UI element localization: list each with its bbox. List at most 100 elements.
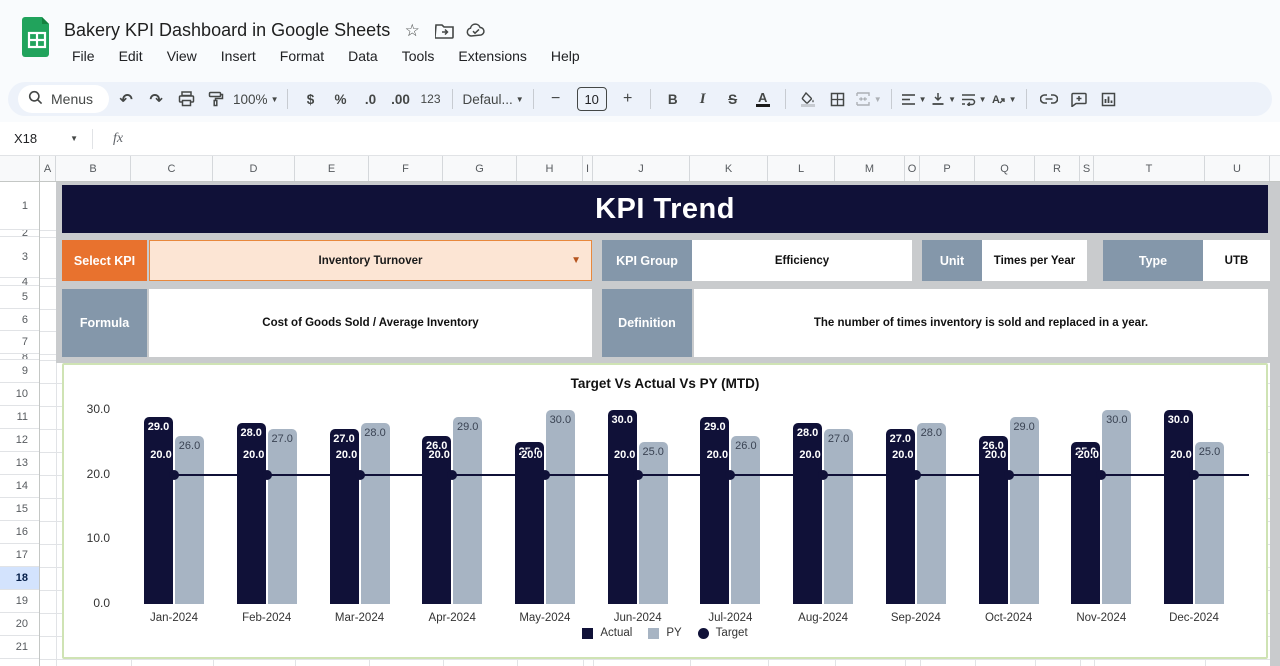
menu-edit[interactable]: Edit	[118, 48, 143, 64]
row-header-3[interactable]: 3	[0, 237, 39, 278]
column-header-B[interactable]: B	[56, 156, 131, 181]
column-header-G[interactable]: G	[443, 156, 517, 181]
row-header-10[interactable]: 10	[0, 383, 39, 406]
row-header-6[interactable]: 6	[0, 309, 39, 331]
kpi-trend-chart[interactable]: Target Vs Actual Vs PY (MTD) Actual PY Tar…	[62, 363, 1268, 659]
fill-color-button[interactable]	[795, 86, 821, 112]
insert-chart-button[interactable]	[1096, 86, 1122, 112]
menu-view[interactable]: View	[166, 48, 197, 64]
column-header-E[interactable]: E	[295, 156, 369, 181]
more-formats-button[interactable]: 123	[420, 92, 441, 106]
row-header-7[interactable]: 7	[0, 331, 39, 354]
row-header-1[interactable]: 1	[0, 182, 39, 230]
borders-button[interactable]	[825, 86, 851, 112]
row-header-15[interactable]: 15	[0, 498, 39, 521]
grid[interactable]: KPI Trend Select KPI Inventory Turnover …	[40, 182, 1280, 666]
column-header-I[interactable]: I	[583, 156, 593, 181]
menu-tools[interactable]: Tools	[401, 48, 435, 64]
text-wrap-button[interactable]: ▼	[961, 86, 987, 112]
vertical-align-button[interactable]: ▼	[931, 86, 957, 112]
column-header-S[interactable]: S	[1080, 156, 1094, 181]
formula-input[interactable]	[123, 122, 1280, 155]
row-header-8[interactable]: 8	[0, 354, 39, 360]
row-header-21[interactable]: 21	[0, 636, 39, 659]
row-header-16[interactable]: 16	[0, 521, 39, 544]
menu-file[interactable]: File	[72, 48, 95, 64]
print-button[interactable]	[173, 86, 199, 112]
column-header-Q[interactable]: Q	[975, 156, 1035, 181]
row-header-9[interactable]: 9	[0, 360, 39, 383]
row-header-20[interactable]: 20	[0, 613, 39, 636]
type-label: Type	[1103, 240, 1203, 281]
column-header-C[interactable]: C	[131, 156, 213, 181]
bar-actual	[1164, 410, 1193, 604]
paint-format-button[interactable]	[203, 86, 229, 112]
increase-decimal-button[interactable]: .00	[391, 91, 410, 107]
row-header-17[interactable]: 17	[0, 544, 39, 567]
row-header-13[interactable]: 13	[0, 452, 39, 475]
undo-button[interactable]: ↶	[119, 89, 133, 109]
column-header-M[interactable]: M	[835, 156, 905, 181]
font-size-input[interactable]: 10	[576, 87, 607, 111]
decrease-decimal-button[interactable]: .0	[364, 91, 377, 107]
menu-extensions[interactable]: Extensions	[458, 48, 527, 64]
move-folder-icon[interactable]	[434, 21, 454, 41]
chart-title: Target Vs Actual Vs PY (MTD)	[570, 376, 760, 391]
format-percent-button[interactable]: %	[334, 91, 347, 107]
column-header-U[interactable]: U	[1205, 156, 1270, 181]
font-select[interactable]: Defaul... ▼	[462, 91, 524, 107]
kpi-dropdown-caret-icon: ▼	[571, 255, 581, 266]
horizontal-align-button[interactable]: ▼	[901, 93, 927, 105]
kpi-dropdown[interactable]: Inventory Turnover ▼	[149, 240, 592, 281]
increase-font-size-button[interactable]: +	[623, 90, 633, 107]
column-header-D[interactable]: D	[213, 156, 295, 181]
zoom-select[interactable]: 100% ▼	[233, 91, 279, 107]
search-menus-button[interactable]: Menus	[18, 85, 110, 113]
column-header-K[interactable]: K	[690, 156, 768, 181]
column-header-P[interactable]: P	[920, 156, 975, 181]
text-color-button[interactable]: A	[750, 86, 776, 112]
column-header-O[interactable]: O	[905, 156, 920, 181]
bar-label-py: 25.0	[1198, 446, 1221, 459]
row-header-2[interactable]: 2	[0, 230, 39, 237]
insert-comment-button[interactable]	[1066, 86, 1092, 112]
star-icon[interactable]: ☆	[404, 20, 420, 41]
menu-help[interactable]: Help	[550, 48, 580, 64]
menu-insert[interactable]: Insert	[220, 48, 256, 64]
column-header-T[interactable]: T	[1094, 156, 1205, 181]
column-header-A[interactable]: A	[40, 156, 56, 181]
row-header-18[interactable]: 18	[0, 567, 39, 590]
row-header-5[interactable]: 5	[0, 286, 39, 309]
italic-button[interactable]: I	[699, 90, 706, 107]
column-header-L[interactable]: L	[768, 156, 835, 181]
column-header-J[interactable]: J	[593, 156, 690, 181]
doc-title[interactable]: Bakery KPI Dashboard in Google Sheets	[64, 20, 391, 40]
insert-link-button[interactable]	[1036, 86, 1062, 112]
strikethrough-button[interactable]: S	[728, 91, 738, 107]
row-header-14[interactable]: 14	[0, 475, 39, 498]
cloud-status-icon[interactable]	[466, 21, 486, 41]
target-marker	[447, 469, 458, 480]
redo-button[interactable]: ↷	[149, 89, 163, 109]
row-header-19[interactable]: 19	[0, 590, 39, 613]
target-marker	[539, 469, 550, 480]
text-rotation-button[interactable]: A ▼	[991, 94, 1017, 106]
column-header-F[interactable]: F	[369, 156, 443, 181]
row-header-4[interactable]: 4	[0, 278, 39, 286]
sheets-logo[interactable]	[22, 17, 52, 57]
bar-py	[360, 422, 390, 604]
name-box[interactable]: X18 ▼	[14, 131, 78, 146]
select-all-corner[interactable]	[0, 156, 40, 182]
format-currency-button[interactable]: $	[306, 91, 315, 107]
menu-format[interactable]: Format	[279, 48, 325, 64]
merge-cells-button[interactable]: ▼	[855, 86, 882, 112]
row-header-11[interactable]: 11	[0, 406, 39, 429]
definition-value: The number of times inventory is sold an…	[694, 289, 1268, 357]
row-header-12[interactable]: 12	[0, 429, 39, 452]
column-header-H[interactable]: H	[517, 156, 583, 181]
bold-button[interactable]: B	[667, 91, 678, 107]
decrease-font-size-button[interactable]: −	[551, 90, 561, 107]
menu-data[interactable]: Data	[348, 48, 378, 64]
bar-actual	[1071, 442, 1101, 604]
column-header-R[interactable]: R	[1035, 156, 1080, 181]
